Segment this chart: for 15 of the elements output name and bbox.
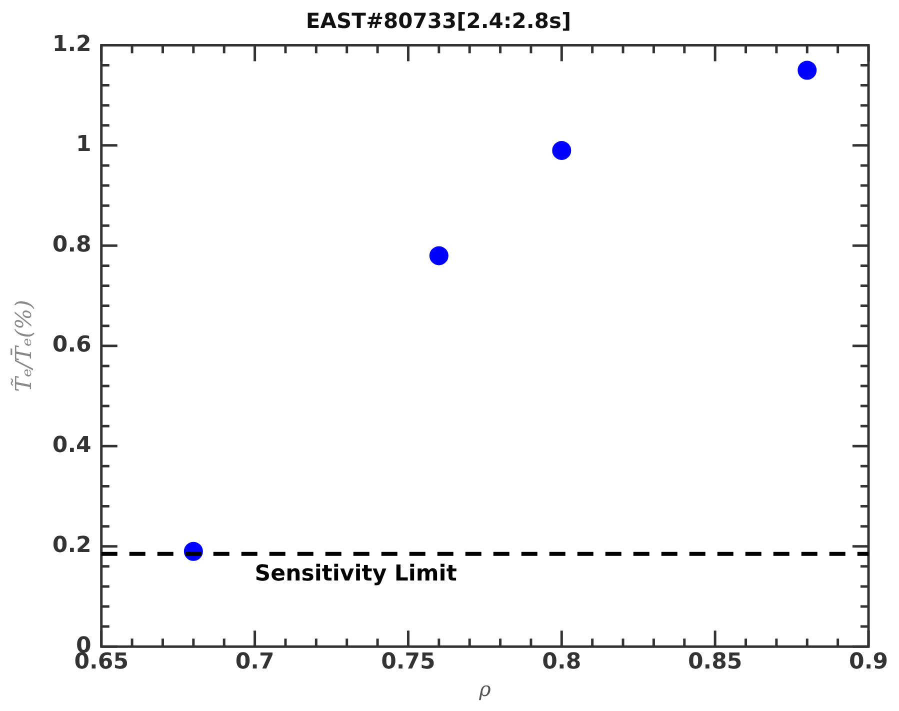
- y-tick-label: 0.2: [52, 533, 92, 558]
- x-tick-label: 0.8: [542, 650, 582, 675]
- y-tick-label: 1.2: [52, 32, 92, 57]
- x-axis-title: ρ: [478, 677, 492, 702]
- x-tick-label: 0.85: [688, 650, 742, 675]
- chart-title: EAST#80733[2.4:2.8s]: [306, 9, 572, 34]
- y-tick-label: 0.6: [52, 332, 92, 358]
- y-tick-label: 0.4: [52, 432, 92, 458]
- x-tick-label: 0.7: [235, 650, 274, 675]
- y-tick-label: 1: [76, 132, 92, 158]
- ref-line-label: Sensitivity Limit: [254, 562, 458, 587]
- x-tick-label: 0.9: [849, 650, 888, 675]
- y-tick-label: 0.8: [52, 232, 92, 258]
- y-axis-title: T̃ₑ/T̄ₑ(%): [10, 300, 37, 392]
- x-tick-label: 0.75: [381, 650, 436, 675]
